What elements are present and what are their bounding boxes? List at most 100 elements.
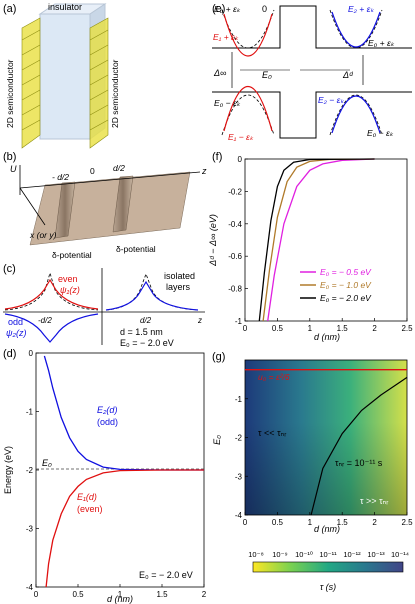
f-ytick-label: -0.6 <box>228 252 242 261</box>
even-label: even <box>58 274 78 284</box>
delta-label-1: δ-potential <box>52 250 92 260</box>
f-xlabel: d (nm) <box>314 332 340 342</box>
colorbar-tick-label: 10⁻⁹ <box>272 550 288 559</box>
g-xtick-label: 0.5 <box>272 518 284 527</box>
odd-label: odd <box>8 317 23 327</box>
E0-plus-ek-right-label: E₀ + εₖ <box>368 38 395 48</box>
z-axis-label: z <box>201 166 207 176</box>
d-ytick-label: -4 <box>26 583 34 592</box>
f-xtick-label: 0.5 <box>272 324 284 333</box>
E0-plus-ek-right-dashed <box>329 9 383 49</box>
panel-d-label: (d) <box>3 348 16 360</box>
E0-minus-ek-left-label: E₀ − εₖ <box>214 98 241 108</box>
panel-e: (e) E₀ + εₖ 0 E₁ + εₖ E₂ + εₖ E₀ + εₖ Δ∞… <box>212 3 412 142</box>
e-zero-label: 0 <box>262 4 267 14</box>
panel-b-label: (b) <box>3 151 16 163</box>
panel-e-label: (e) <box>212 3 225 15</box>
c-tick-pos: d/2 <box>140 316 152 325</box>
xy-axis-label: x (or y) <box>29 230 57 240</box>
E1-plus-ek-curve <box>223 13 273 57</box>
d-xticks: 0 0.5 1 1.5 2 <box>34 584 207 599</box>
colorbar-tick-label: 10⁻⁸ <box>248 550 263 559</box>
g-annotation-2: τₙᵣ = 10⁻¹¹ s <box>335 458 383 468</box>
E0-plus-ek-left-dashed <box>221 9 275 49</box>
E2-odd-label: (odd) <box>97 417 118 427</box>
c-z-label: z <box>197 316 202 325</box>
tick-pos-d2: d/2 <box>113 163 125 173</box>
g-xticks: 0 0.5 1 1.5 2 2.5 <box>243 512 413 527</box>
panel-c: (c) even ψ₁(z) odd ψ₂(z) isolated layers… <box>3 263 205 348</box>
colorbar <box>252 561 404 573</box>
f-ytick-label: 0 <box>238 155 243 164</box>
delta-inf-label: Δ∞ <box>213 68 226 78</box>
isolated-dashed-left <box>4 271 99 311</box>
colorbar-tick-label: 10⁻¹⁴ <box>391 550 409 559</box>
colorbar-tick-label: 10⁻¹³ <box>367 550 385 559</box>
g-ytick-label: -3 <box>235 472 243 481</box>
isolated-layer-curve <box>105 280 199 311</box>
f-series-line <box>267 158 375 322</box>
f-ytick-label: -1 <box>235 317 243 326</box>
E2-minus-ek-label: E₂ − εₖ <box>318 95 344 105</box>
d-param: E₀ = − 2.0 eV <box>139 570 193 580</box>
z-axis <box>19 171 201 189</box>
isolated-label: isolated <box>164 271 195 281</box>
g-xlabel: d (nm) <box>314 524 340 534</box>
E1-even-label: (even) <box>77 504 103 514</box>
panel-g: (g) -1 -2 -3 -4 0 0.5 1 1.5 2 2.5 u₀ = ε²/6 τ <<… <box>212 351 413 592</box>
e-E0-label: E₀ <box>262 70 272 80</box>
psi1-label: ψ₁(z) <box>60 285 80 295</box>
d-xtick-label: 2 <box>202 590 207 599</box>
g-redline-label: u₀ = ε²/6 <box>258 372 290 382</box>
param-d: d = 1.5 nm <box>120 327 163 337</box>
panel-f-label: (f) <box>212 151 222 163</box>
E1-minus-ek-label: E₁ − εₖ <box>228 132 254 142</box>
delta-d-label: Δᵈ <box>342 70 354 80</box>
E2-plus-ek-curve <box>331 11 381 48</box>
g-contour-line <box>310 376 408 516</box>
g-ylabel: E₀ <box>212 435 222 445</box>
delta-label-2: δ-potential <box>116 244 156 254</box>
f-ylabel: Δᵈ − Δ∞ (eV) <box>208 214 218 267</box>
d-xtick-label: 0.5 <box>72 590 84 599</box>
E2-label: E₂(d) <box>97 405 117 415</box>
f-ytick-label: -0.8 <box>228 285 242 294</box>
f-legend-label: E₀ = − 2.0 eV <box>320 293 372 303</box>
g-ytick-label: -4 <box>235 511 243 520</box>
d-xtick-label: 0 <box>34 590 39 599</box>
d-ytick-label: -3 <box>26 525 34 534</box>
d-series-line <box>43 355 204 471</box>
f-legend-label: E₀ = − 0.5 eV <box>320 267 372 277</box>
colorbar-ticks: 10⁻⁸ 10⁻⁹ 10⁻¹⁰ 10⁻¹¹ 10⁻¹² 10⁻¹³ 10⁻¹⁴ <box>248 550 409 559</box>
panel-f: (f) 0 -0.2 -0.4 -0.6 -0.8 -1 0 0.5 1 1.5 2 2.5 Δᵈ … <box>208 151 413 342</box>
delta-well-left <box>54 181 76 239</box>
g-xtick-label: 1.5 <box>337 518 349 527</box>
f-series <box>258 158 375 322</box>
d-ylabel: Energy (eV) <box>3 446 13 494</box>
colorbar-tick-label: 10⁻¹⁰ <box>295 550 313 559</box>
colorbar-label: τ (s) <box>320 582 336 592</box>
insulator-box <box>39 13 91 140</box>
u-axis-label: U <box>10 164 17 174</box>
E1-label: E₁(d) <box>77 492 97 502</box>
delta-well-right <box>112 175 134 233</box>
f-yticks: 0 -0.2 -0.4 -0.6 -0.8 -1 <box>228 155 248 326</box>
E1-plus-ek-label: E₁ + εₖ <box>213 32 239 42</box>
d-xlabel: d (nm) <box>107 594 133 604</box>
layers-label: layers <box>166 282 191 292</box>
g-yticks: -1 -2 -3 -4 <box>235 395 248 520</box>
d-ytick-label: 0 <box>29 349 34 358</box>
g-xtick-label: 0 <box>243 518 248 527</box>
E2-minus-ek-curve <box>331 95 381 134</box>
tick-neg-d2: - d/2 <box>52 172 69 182</box>
right-layer <box>89 17 109 149</box>
E2-plus-ek-label: E₂ + εₖ <box>348 4 374 14</box>
E0-minus-ek-right-dashed <box>329 94 383 136</box>
d-xtick-label: 1 <box>118 590 123 599</box>
E0-minus-ek-right-label: E₀ − εₖ <box>367 128 394 138</box>
f-legend: E₀ = − 0.5 eV E₀ = − 1.0 eV E₀ = − 2.0 eV <box>300 267 372 303</box>
g-annotation-1: τ << τₙᵣ <box>258 428 286 438</box>
d-xtick-label: 1.5 <box>156 590 168 599</box>
conduction-edge <box>212 5 412 49</box>
